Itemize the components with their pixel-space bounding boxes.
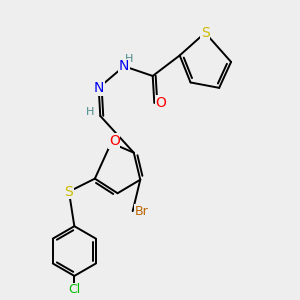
Text: O: O <box>109 134 120 148</box>
Text: H: H <box>125 54 134 64</box>
Text: Cl: Cl <box>68 284 80 296</box>
Text: N: N <box>119 59 129 73</box>
Text: H: H <box>86 106 95 117</box>
Text: S: S <box>64 184 73 199</box>
Text: N: N <box>94 81 104 95</box>
Text: S: S <box>201 26 209 40</box>
Text: O: O <box>155 96 166 110</box>
Text: Br: Br <box>134 205 148 218</box>
